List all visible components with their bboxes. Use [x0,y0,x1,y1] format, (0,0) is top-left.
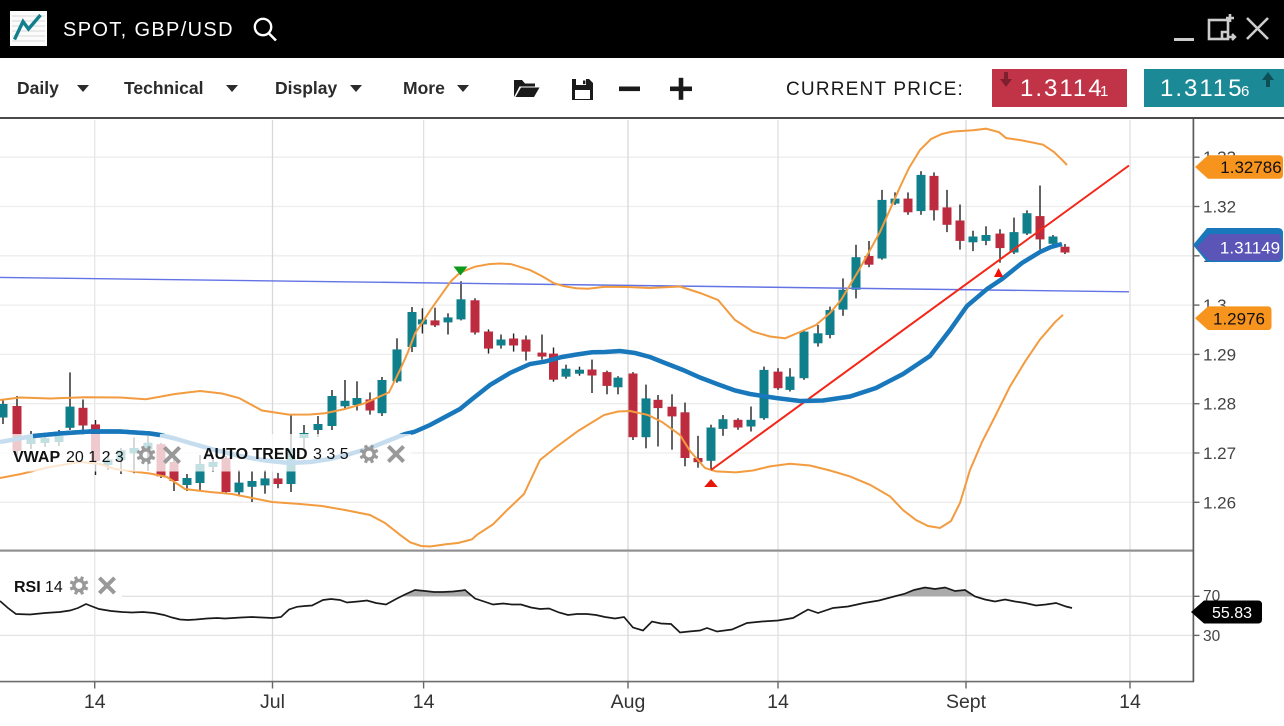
svg-text:1.26: 1.26 [1203,493,1236,512]
svg-text:Jul: Jul [260,691,285,713]
svg-text:1.28: 1.28 [1203,395,1236,414]
svg-text:1.32: 1.32 [1203,198,1236,217]
svg-text:1.31149: 1.31149 [1220,239,1280,258]
svg-text:Sept: Sept [946,691,987,713]
svg-text:Aug: Aug [611,691,646,713]
svg-text:14: 14 [1119,691,1141,713]
svg-text:14: 14 [767,691,789,713]
svg-text:1.32786: 1.32786 [1220,158,1281,177]
svg-text:VWAP: VWAP [13,449,60,466]
svg-text:14: 14 [45,579,63,596]
svg-text:1.27: 1.27 [1203,444,1236,463]
svg-text:14: 14 [413,691,435,713]
svg-text:AUTO TREND: AUTO TREND [203,446,308,463]
svg-text:3 3 5: 3 3 5 [313,446,349,463]
svg-text:RSI: RSI [14,579,41,596]
svg-text:14: 14 [84,691,106,713]
svg-text:30: 30 [1203,628,1221,645]
svg-text:1.29: 1.29 [1203,345,1236,364]
svg-text:1.2976: 1.2976 [1213,310,1265,329]
svg-text:20 1 2 3: 20 1 2 3 [66,449,124,466]
svg-text:55.83: 55.83 [1212,605,1252,622]
